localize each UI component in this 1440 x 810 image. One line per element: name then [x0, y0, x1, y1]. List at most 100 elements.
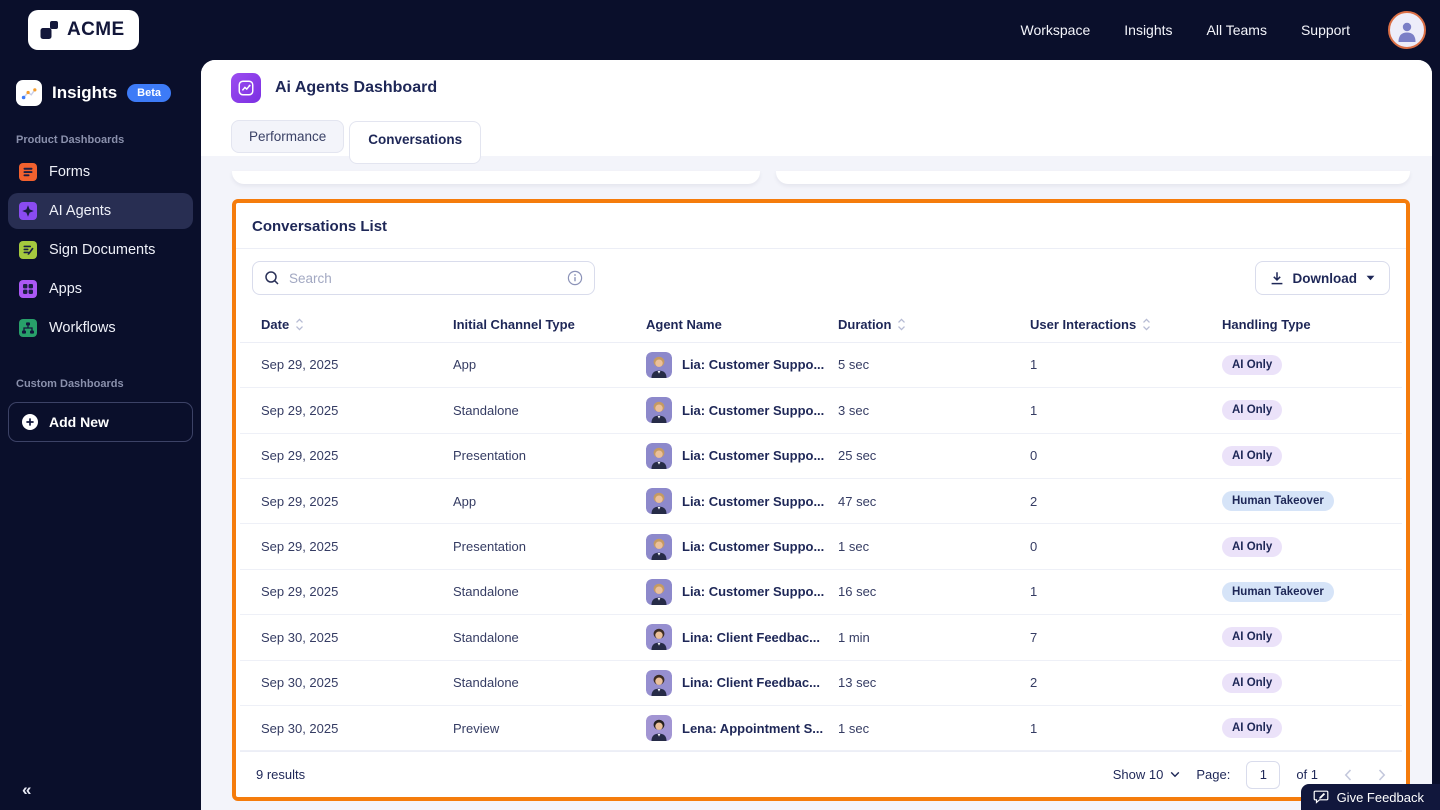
- cell-user-interactions: 1: [1030, 357, 1038, 373]
- tab-conversations[interactable]: Conversations: [349, 121, 482, 164]
- handling-type-badge: AI Only: [1222, 627, 1283, 648]
- pagination: Show 10 Page: of 1: [1113, 760, 1386, 789]
- agent-name-text: Lia: Customer Suppo...: [682, 584, 825, 600]
- cell-agent-name: Lia: Customer Suppo...: [637, 397, 829, 424]
- column-header-agent-name: Agent Name: [646, 316, 722, 332]
- sidebar-item-ai-agents[interactable]: AI Agents: [8, 193, 193, 229]
- top-navigation: Workspace Insights All Teams Support: [1020, 11, 1426, 49]
- give-feedback-button[interactable]: Give Feedback: [1300, 784, 1440, 810]
- section-label-custom-dashboards: Custom Dashboards: [16, 378, 124, 390]
- cell-user-interactions: 1: [1030, 720, 1038, 736]
- cell-agent-name: Lena: Appointment S...: [637, 715, 829, 742]
- user-avatar[interactable]: [1388, 11, 1426, 49]
- cell-date: Sep 29, 2025: [261, 539, 339, 555]
- acme-logo[interactable]: ACME: [28, 10, 139, 50]
- tab-performance[interactable]: Performance: [231, 120, 345, 153]
- cell-handling-type: AI Only: [1213, 672, 1390, 693]
- workflows-icon: [19, 319, 37, 337]
- panel-toolbar: Download: [236, 249, 1406, 305]
- page-number-input[interactable]: [1246, 760, 1281, 789]
- agent-avatar: [646, 488, 672, 515]
- agent-avatar: [646, 533, 672, 560]
- cell-date: Sep 29, 2025: [261, 493, 339, 509]
- agent-avatar: [646, 715, 672, 742]
- nav-link-insights[interactable]: Insights: [1124, 22, 1173, 38]
- sidebar-item-workflows[interactable]: Workflows: [8, 310, 193, 346]
- agent-avatar: [646, 578, 672, 605]
- previous-page-button[interactable]: [1344, 769, 1352, 781]
- cell-date: Sep 29, 2025: [261, 584, 339, 600]
- table-row[interactable]: Sep 30, 2025 Preview Lena:: [240, 706, 1402, 752]
- agent-name-text: Lina: Client Feedbac...: [682, 675, 820, 691]
- tabs: Performance Conversations: [231, 120, 482, 164]
- table-footer: 9 results Show 10 Page: of 1: [240, 751, 1402, 797]
- cell-agent-name: Lia: Customer Suppo...: [637, 533, 829, 560]
- sidebar-item-label: Forms: [49, 164, 91, 180]
- apps-icon: [19, 280, 37, 298]
- cell-user-interactions: 1: [1030, 584, 1038, 600]
- sidebar-item-apps[interactable]: Apps: [8, 271, 193, 307]
- sidebar-item-forms[interactable]: Forms: [8, 154, 193, 190]
- sort-icon: [1142, 318, 1151, 331]
- cell-initial-channel-type: Standalone: [453, 584, 519, 600]
- nav-link-support[interactable]: Support: [1300, 22, 1350, 38]
- cell-agent-name: Lia: Customer Suppo...: [637, 442, 829, 469]
- sidebar-collapse-button[interactable]: «: [22, 780, 32, 799]
- table-row[interactable]: Sep 30, 2025 Standalone Li: [240, 661, 1402, 706]
- cell-agent-name: Lina: Client Feedbac...: [637, 624, 829, 651]
- table-row[interactable]: Sep 29, 2025 App Lia: Cust: [240, 479, 1402, 525]
- cell-date: Sep 29, 2025: [261, 448, 339, 464]
- agent-avatar: [646, 397, 672, 424]
- info-icon[interactable]: [567, 270, 583, 286]
- cell-duration: 1 sec: [838, 720, 870, 736]
- table-row[interactable]: Sep 30, 2025 Standalone Li: [240, 615, 1402, 661]
- cell-handling-type: AI Only: [1213, 400, 1390, 421]
- cell-initial-channel-type: App: [453, 357, 477, 373]
- cell-user-interactions: 2: [1030, 493, 1038, 509]
- table-row[interactable]: Sep 29, 2025 Presentation: [240, 524, 1402, 570]
- handling-type-badge: AI Only: [1222, 536, 1283, 557]
- sidebar-header: Insights Beta: [0, 80, 201, 106]
- caret-down-icon: [1366, 275, 1375, 281]
- partial-card-right: [776, 171, 1410, 184]
- brand-name: ACME: [67, 19, 125, 40]
- cell-duration: 1 sec: [838, 539, 870, 555]
- table-header: Date Initial Channel Type Agent Name Dur…: [240, 307, 1402, 343]
- feedback-icon: [1313, 790, 1329, 804]
- ai-agents-icon: [19, 202, 37, 220]
- download-button[interactable]: Download: [1254, 261, 1390, 295]
- sidebar-item-label: AI Agents: [49, 203, 112, 219]
- cell-initial-channel-type: App: [453, 493, 477, 509]
- cell-date: Sep 30, 2025: [261, 675, 339, 691]
- table-row[interactable]: Sep 29, 2025 Standalone Li: [240, 388, 1402, 434]
- agent-name-text: Lena: Appointment S...: [682, 720, 824, 736]
- next-page-button[interactable]: [1378, 769, 1386, 781]
- column-header-duration[interactable]: Duration: [829, 317, 1021, 332]
- show-per-page-select[interactable]: Show 10: [1113, 767, 1181, 782]
- sidebar-item-label: Workflows: [49, 320, 116, 336]
- table-row[interactable]: Sep 29, 2025 Standalone Li: [240, 570, 1402, 616]
- cell-agent-name: Lia: Customer Suppo...: [637, 488, 829, 515]
- cell-date: Sep 29, 2025: [261, 357, 339, 373]
- nav-link-workspace[interactable]: Workspace: [1020, 22, 1091, 38]
- cell-initial-channel-type: Presentation: [453, 448, 526, 464]
- agent-name-text: Lia: Customer Suppo...: [682, 493, 825, 509]
- search-box[interactable]: [252, 261, 595, 295]
- cell-duration: 47 sec: [838, 493, 877, 509]
- cell-initial-channel-type: Presentation: [453, 539, 526, 555]
- add-new-button[interactable]: Add New: [8, 402, 193, 442]
- column-header-user-interactions[interactable]: User Interactions: [1021, 317, 1213, 332]
- cell-date: Sep 30, 2025: [261, 629, 339, 645]
- table-row[interactable]: Sep 29, 2025 App Lia: Cust: [240, 343, 1402, 389]
- nav-link-all-teams[interactable]: All Teams: [1206, 22, 1267, 38]
- sidebar-item-sign-documents[interactable]: Sign Documents: [8, 232, 193, 268]
- cell-agent-name: Lina: Client Feedbac...: [637, 669, 829, 696]
- search-input[interactable]: [289, 270, 558, 286]
- handling-type-badge: AI Only: [1222, 400, 1283, 421]
- add-new-label: Add New: [49, 414, 109, 430]
- top-bar: ACME Workspace Insights All Teams Suppor…: [0, 0, 1440, 60]
- handling-type-badge: AI Only: [1222, 672, 1283, 693]
- column-header-date[interactable]: Date: [252, 317, 444, 332]
- table-row[interactable]: Sep 29, 2025 Presentation: [240, 434, 1402, 479]
- cell-initial-channel-type: Preview: [453, 720, 500, 736]
